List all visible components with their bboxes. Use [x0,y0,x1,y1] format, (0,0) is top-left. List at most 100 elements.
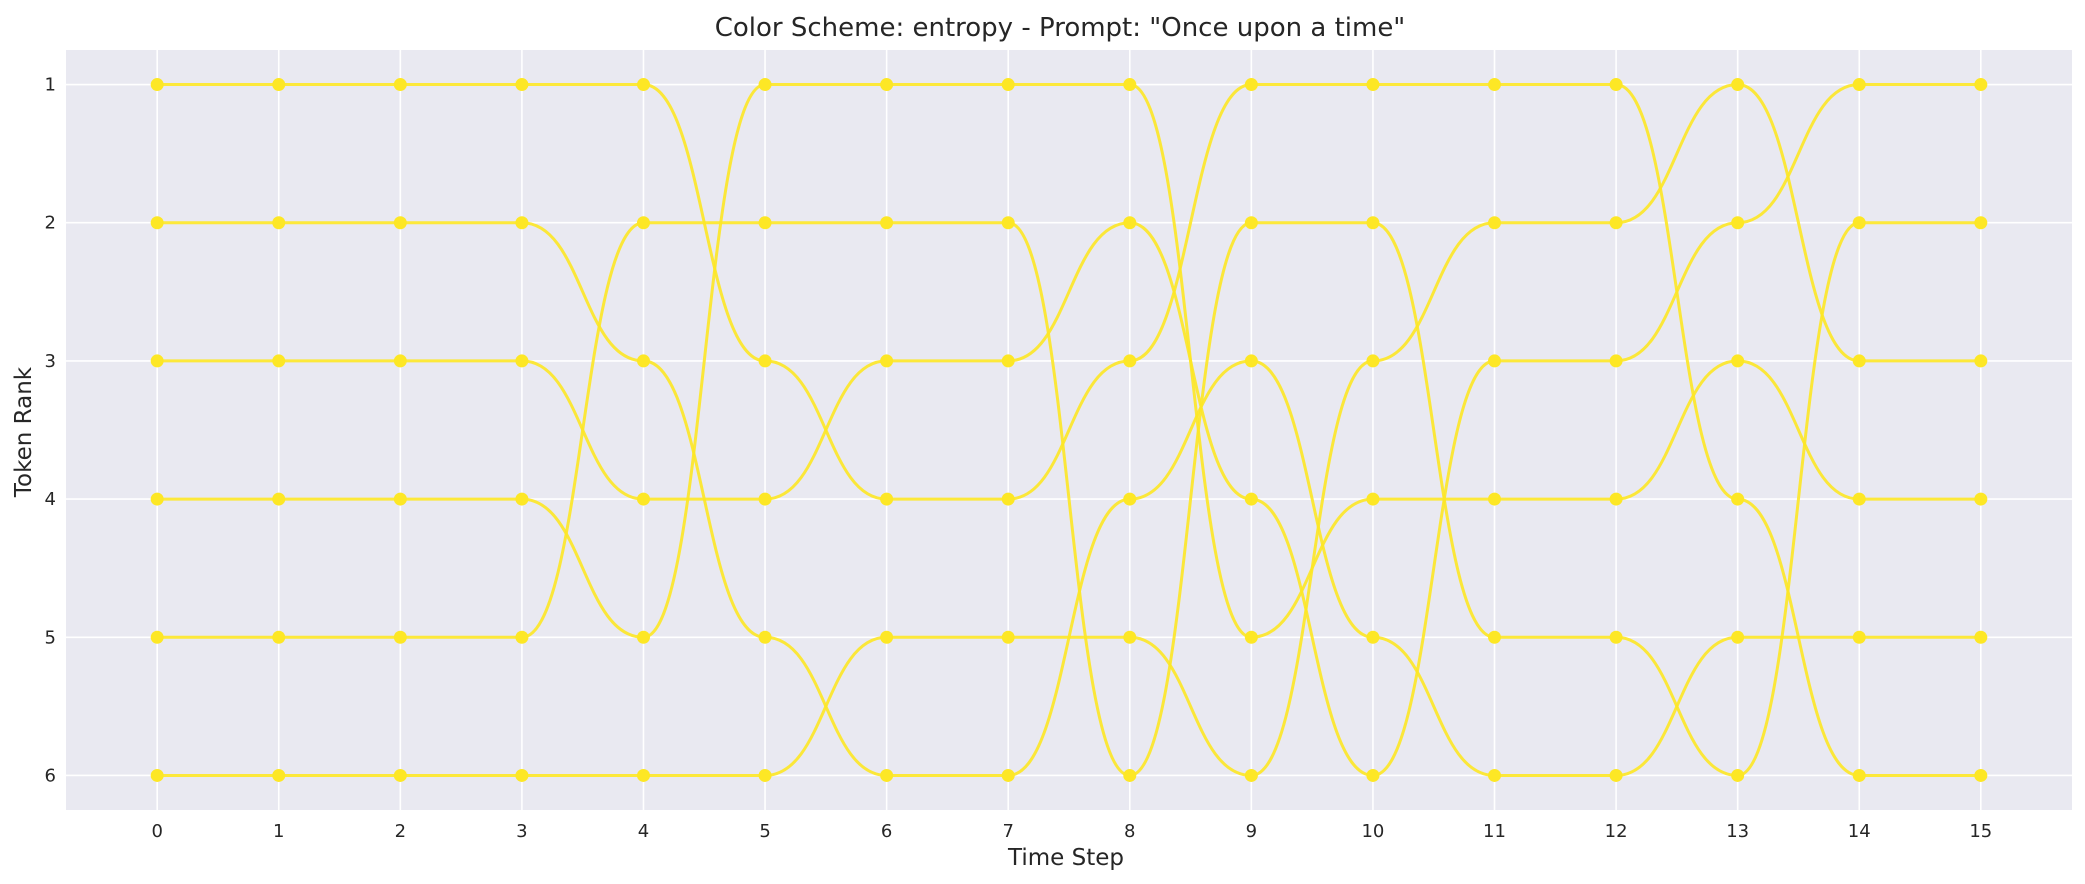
data-point [150,492,164,506]
data-point [515,492,529,506]
data-point [272,78,286,92]
data-point [150,78,164,92]
data-point [758,492,772,506]
series-line [157,83,1981,777]
data-point [393,216,407,230]
data-point [272,630,286,644]
data-point [1852,768,1866,782]
series-markers [150,78,1988,782]
data-point [515,354,529,368]
data-point [1852,354,1866,368]
x-tick-label: 0 [151,821,162,842]
x-tick-label: 5 [759,821,770,842]
x-tick-label: 6 [881,821,892,842]
x-tick-label: 7 [1002,821,1013,842]
data-point [515,630,529,644]
data-point [1366,492,1380,506]
data-point [1488,78,1502,92]
y-axis-ticks: 1 2 3 4 5 6 [45,75,56,787]
data-point [1852,78,1866,92]
data-point [1731,354,1745,368]
data-point [1974,768,1988,782]
data-point [1974,492,1988,506]
x-tick-label: 3 [516,821,527,842]
data-point [272,768,286,782]
data-point [1609,78,1623,92]
data-point [1244,78,1258,92]
data-point [393,630,407,644]
data-point [636,216,650,230]
data-point [1731,216,1745,230]
data-point [1731,768,1745,782]
x-tick-label: 11 [1483,821,1506,842]
data-point [1244,354,1258,368]
data-point [393,354,407,368]
y-tick-label: 5 [45,627,56,648]
x-tick-label: 2 [395,821,406,842]
data-point [1852,630,1866,644]
data-point [1731,78,1745,92]
data-point [880,492,894,506]
data-point [1123,630,1137,644]
data-point [1731,492,1745,506]
data-point [393,492,407,506]
x-tick-label: 8 [1124,821,1135,842]
data-point [1001,216,1015,230]
data-point [1244,492,1258,506]
data-point [150,768,164,782]
data-point [272,354,286,368]
data-point [1123,768,1137,782]
data-point [1852,216,1866,230]
data-point [758,354,772,368]
data-point [1244,768,1258,782]
data-point [1488,492,1502,506]
y-tick-label: 2 [45,213,56,234]
data-point [1001,768,1015,782]
y-tick-label: 6 [45,765,56,786]
data-point [1123,78,1137,92]
data-point [1974,216,1988,230]
x-tick-label: 9 [1246,821,1257,842]
data-point [1609,216,1623,230]
x-tick-label: 10 [1361,821,1384,842]
data-point [1488,630,1502,644]
data-point [1366,354,1380,368]
data-point [1731,630,1745,644]
data-point [636,354,650,368]
data-point [272,492,286,506]
data-point [758,78,772,92]
y-tick-label: 4 [45,489,56,510]
x-axis-label: Time Step [1007,845,1124,871]
data-point [515,78,529,92]
data-point [636,768,650,782]
data-point [1488,216,1502,230]
x-tick-label: 15 [1969,821,1992,842]
data-point [1609,492,1623,506]
data-point [393,78,407,92]
data-point [150,354,164,368]
data-point [1123,216,1137,230]
data-point [1488,354,1502,368]
data-point [636,78,650,92]
data-point [1974,354,1988,368]
data-point [515,768,529,782]
data-point [636,492,650,506]
x-tick-label: 14 [1848,821,1871,842]
data-point [1974,78,1988,92]
data-point [880,354,894,368]
x-tick-label: 4 [638,821,649,842]
data-point [880,216,894,230]
data-point [1123,492,1137,506]
y-tick-label: 1 [45,75,56,96]
y-axis-label: Token Rank [11,366,37,498]
x-axis-ticks: 0 1 2 3 4 5 6 7 8 9 10 11 12 13 14 15 [151,821,1992,842]
data-point [880,630,894,644]
data-point [393,768,407,782]
data-point [1123,354,1137,368]
data-point [1609,630,1623,644]
y-tick-label: 3 [45,351,56,372]
x-tick-label: 12 [1605,821,1628,842]
data-point [1001,354,1015,368]
data-point [636,630,650,644]
